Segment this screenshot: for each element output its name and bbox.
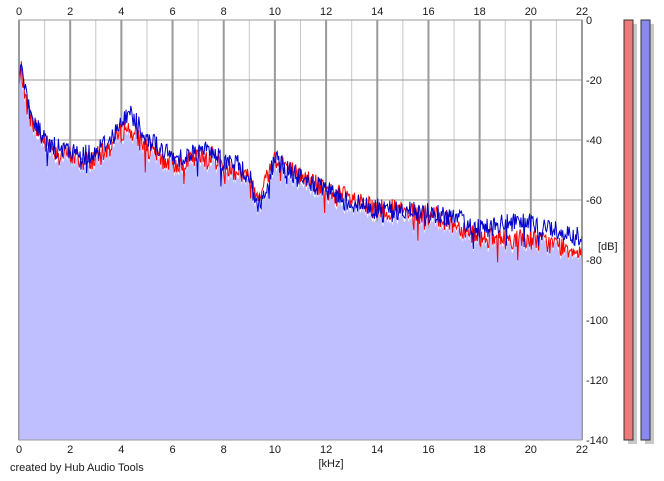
x-tick-label-top: 4 xyxy=(118,6,124,18)
x-tick-label-bottom: 2 xyxy=(67,444,73,456)
plot-frame xyxy=(18,19,583,441)
spectrum-fill xyxy=(19,68,582,440)
x-tick-labels-top: 0 2 4 6 8 10 12 14 16 18 20 22 xyxy=(16,6,588,18)
x-tick-label-bottom: 8 xyxy=(221,444,227,456)
credit-text: created by Hub Audio Tools xyxy=(10,462,144,474)
x-tick-label-bottom: 10 xyxy=(269,444,281,456)
x-tick-label-top: 20 xyxy=(525,6,537,18)
level-meters xyxy=(623,19,654,444)
x-tick-label-top: 2 xyxy=(67,6,73,18)
x-tick-label-top: 16 xyxy=(422,6,434,18)
x-axis-label: [kHz] xyxy=(318,458,343,470)
x-tick-label-top: 14 xyxy=(371,6,383,18)
x-tick-label-top: 12 xyxy=(320,6,332,18)
x-tick-labels-bottom: 0 2 4 6 8 10 12 14 16 18 20 22 xyxy=(16,444,588,456)
x-tick-label-top: 6 xyxy=(169,6,175,18)
y-tick-label: -80 xyxy=(586,255,602,267)
x-tick-label-bottom: 22 xyxy=(576,444,588,456)
y-tick-label: -140 xyxy=(586,435,608,447)
x-tick-label-top: 8 xyxy=(221,6,227,18)
series-line-red xyxy=(18,61,583,263)
y-tick-label: -120 xyxy=(586,375,608,387)
level-meter-blue xyxy=(640,19,651,441)
x-tick-label-bottom: 16 xyxy=(422,444,434,456)
y-tick-label: -100 xyxy=(586,315,608,327)
series-line-blue xyxy=(18,63,583,249)
x-tick-label-bottom: 20 xyxy=(525,444,537,456)
x-tick-label-bottom: 18 xyxy=(474,444,486,456)
y-tick-label: -40 xyxy=(586,135,602,147)
x-tick-label-bottom: 6 xyxy=(169,444,175,456)
x-tick-label-bottom: 0 xyxy=(16,444,22,456)
y-tick-label: 0 xyxy=(586,15,592,27)
x-tick-label-bottom: 4 xyxy=(118,444,124,456)
x-tick-label-top: 10 xyxy=(269,6,281,18)
x-tick-label-top: 18 xyxy=(474,6,486,18)
x-tick-label-bottom: 14 xyxy=(371,444,383,456)
x-tick-label-top: 0 xyxy=(16,6,22,18)
x-tick-label-bottom: 12 xyxy=(320,444,332,456)
level-meter-red xyxy=(623,19,634,441)
y-axis-label: [dB] xyxy=(598,241,618,253)
x-tick-label-top: 22 xyxy=(576,6,588,18)
y-tick-label: -20 xyxy=(586,75,602,87)
y-tick-label: -60 xyxy=(586,195,602,207)
series-layer xyxy=(18,61,583,263)
y-tick-labels: 0 -20 -40 -60 -80 -100 -120 -140 xyxy=(586,15,608,447)
